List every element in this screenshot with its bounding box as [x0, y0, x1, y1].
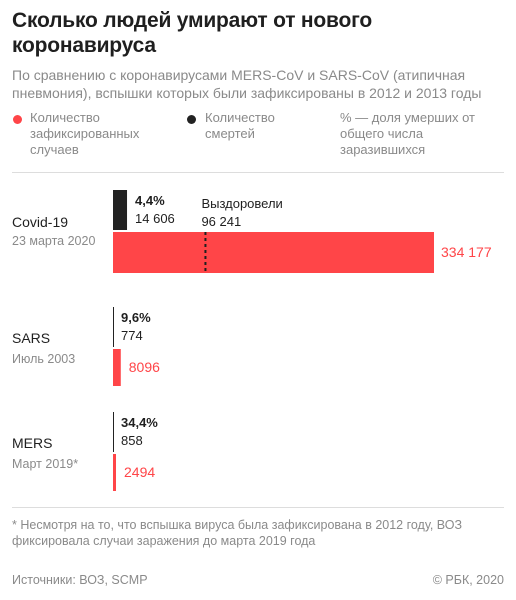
- deaths-bar-2: [113, 412, 114, 452]
- sources: Источники: ВОЗ, SCMP: [12, 573, 148, 587]
- recovered-value: 96 241: [201, 214, 241, 229]
- death-share-1: 9,6%: [121, 310, 151, 325]
- category-date-1: Июль 2003: [12, 352, 75, 366]
- deaths-bar-1: [113, 307, 114, 347]
- cases-value-0: 334 177: [441, 244, 492, 260]
- category-label-1: SARS: [12, 330, 50, 346]
- category-date-0: 23 марта 2020: [12, 234, 95, 248]
- deaths-value-0: 14 606: [135, 211, 175, 226]
- chart-canvas: Covid-19 23 марта 2020 4,4% 14 606 334 177 Вы…: [12, 190, 492, 491]
- chart-title: Сколько людей умирают от нового коронави…: [12, 9, 372, 57]
- deaths-value-1: 774: [121, 328, 143, 343]
- bottom-divider: [12, 507, 504, 508]
- cases-bar-2: [113, 454, 116, 491]
- legend-cases-dot: [13, 115, 22, 124]
- cases-value-1: 8096: [129, 359, 160, 375]
- death-share-0: 4,4%: [135, 193, 165, 208]
- top-divider: [12, 172, 504, 173]
- footnote: * Несмотря на то, что вспышка вируса был…: [12, 518, 462, 548]
- recovered-label: Выздоровели: [201, 196, 282, 211]
- deaths-bar-0: [113, 190, 128, 230]
- cases-bar-0: [113, 232, 434, 273]
- chart-subtitle: По сравнению с коронавирусами MERS-CoV и…: [12, 67, 482, 101]
- category-date-2: Март 2019*: [12, 457, 78, 471]
- legend-deaths-dot: [187, 115, 196, 124]
- legend-cases-label: Количество зафиксированных случаев: [30, 110, 140, 157]
- legend-deaths-label: Количество смертей: [205, 110, 275, 141]
- category-label-2: MERS: [12, 435, 52, 451]
- legend-share-label: % — доля умерших от общего числа заразив…: [340, 110, 476, 157]
- cases-value-2: 2494: [124, 464, 155, 480]
- copyright: © РБК, 2020: [432, 573, 504, 587]
- deaths-value-2: 858: [121, 433, 143, 448]
- cases-bar-1: [113, 349, 121, 386]
- category-label-0: Covid-19: [12, 214, 68, 230]
- death-share-2: 34,4%: [121, 415, 158, 430]
